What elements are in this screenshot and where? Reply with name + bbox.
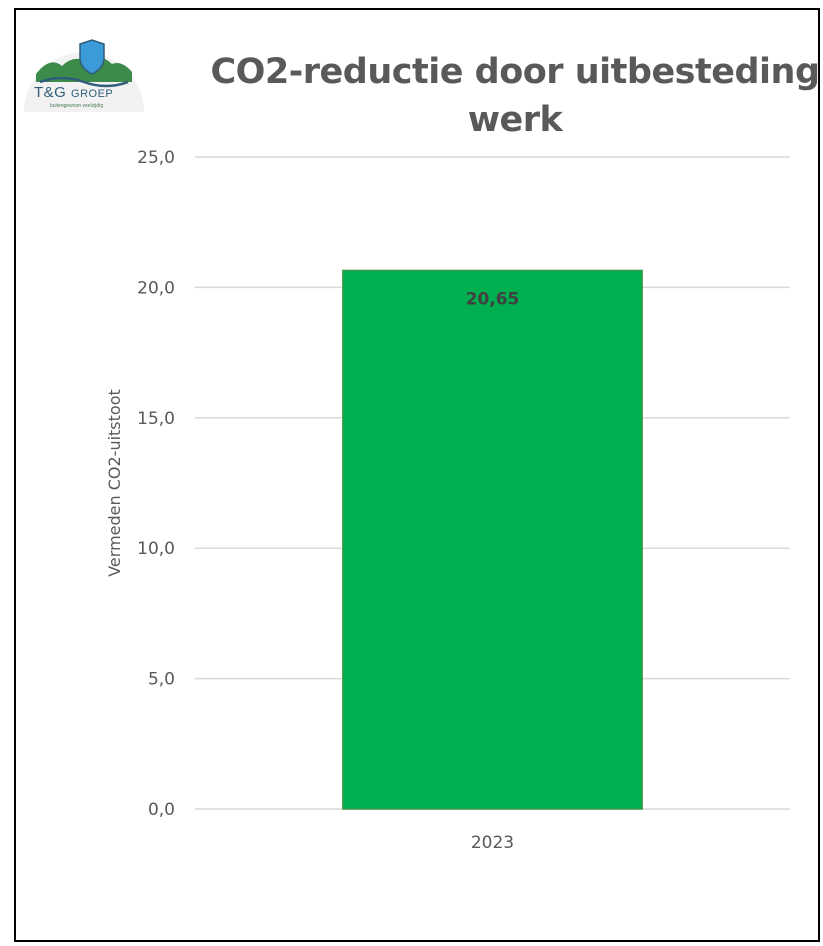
logo-name-text: T&G GROEP: [34, 84, 113, 101]
chart-title: CO2-reductie door uitbesteding werk: [210, 52, 820, 140]
y-tick-label: 5,0: [148, 670, 175, 690]
logo-name: T&G: [34, 84, 67, 101]
y-tick-label: 0,0: [148, 800, 175, 820]
labels: 0,0 5,0 10,0 15,0 20,0 25,0 20,65 2023: [137, 148, 519, 853]
shield-icon: [79, 39, 105, 75]
bar: [342, 269, 643, 810]
y-tick-label: 20,0: [137, 278, 175, 298]
logo-hills-shape: [36, 57, 132, 82]
logo-swoosh-shape: [39, 76, 129, 88]
y-axis-title: Vermeden CO2-uitstoot: [105, 389, 124, 577]
y-tick-label: 25,0: [137, 148, 175, 168]
y-tick-label: 10,0: [137, 539, 175, 559]
y-tick-label: 15,0: [137, 409, 175, 429]
logo-tagline: buitengewoon veelzijdig: [50, 103, 104, 109]
bars: [342, 269, 643, 810]
x-tick-label: 2023: [471, 833, 514, 853]
tg-groep-logo: [24, 39, 144, 112]
bar-value-label: 20,65: [466, 289, 520, 309]
logo-name-sub: GROEP: [71, 88, 114, 100]
